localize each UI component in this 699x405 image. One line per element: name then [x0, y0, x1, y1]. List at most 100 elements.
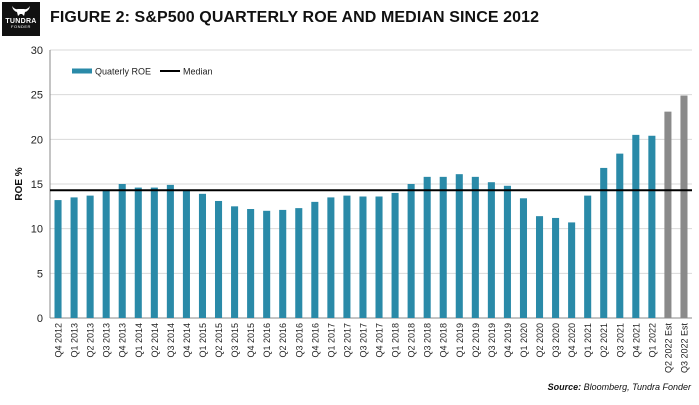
- x-tick-label: Q1 2013: [70, 323, 80, 358]
- source-note: Source: Bloomberg, Tundra Fonder: [548, 382, 691, 392]
- x-tick-label: Q3 2021: [615, 323, 625, 358]
- x-tick-label: Q2 2013: [86, 323, 96, 358]
- y-tick-label: 15: [31, 179, 43, 191]
- roe-bar: [295, 208, 303, 318]
- x-tick-label: Q3 2013: [102, 323, 112, 358]
- x-tick-label: Q4 2014: [182, 323, 192, 358]
- roe-bar: [471, 176, 479, 318]
- roe-bar: [407, 184, 415, 318]
- y-tick-label: 20: [31, 134, 43, 146]
- y-tick-label: 0: [37, 313, 43, 325]
- bull-icon: [12, 6, 30, 16]
- x-tick-label: Q4 2013: [118, 323, 128, 358]
- x-tick-label: Q2 2019: [471, 323, 481, 358]
- roe-bar: [375, 196, 383, 318]
- roe-bar: [70, 197, 78, 318]
- roe-bar: [359, 196, 367, 318]
- roe-bar: [391, 192, 399, 318]
- roe-bar: [552, 217, 560, 318]
- roe-bar: [455, 174, 463, 318]
- source-text: Bloomberg, Tundra Fonder: [583, 382, 691, 392]
- x-tick-label: Q1 2015: [198, 323, 208, 358]
- roe-bar: [118, 184, 126, 318]
- x-tick-label: Q2 2016: [278, 323, 288, 358]
- x-tick-label: Q1 2018: [391, 323, 401, 358]
- x-tick-label: Q3 2022 Est: [679, 323, 689, 374]
- x-tick-label: Q1 2020: [519, 323, 529, 358]
- chart-title: FIGURE 2: S&P500 QUARTERLY ROE AND MEDIA…: [50, 9, 540, 26]
- roe-bar: [214, 200, 223, 318]
- roe-bar: [600, 167, 608, 318]
- y-tick-label: 30: [31, 45, 43, 57]
- roe-bar: [150, 187, 158, 318]
- x-tick-label: Q2 2018: [407, 323, 417, 358]
- y-axis-title: ROE %: [14, 167, 25, 200]
- roe-bar: [487, 182, 495, 318]
- x-tick-label: Q3 2019: [487, 323, 497, 358]
- x-tick-label: Q3 2014: [166, 323, 176, 358]
- roe-bar: [616, 153, 624, 318]
- roe-bar: [535, 216, 544, 318]
- x-tick-label: Q2 2017: [342, 323, 352, 358]
- roe-bar: [519, 198, 528, 318]
- logo-name: TUNDRA: [5, 18, 37, 25]
- roe-bar: [327, 197, 335, 318]
- roe-bar: [584, 195, 592, 318]
- x-tick-label: Q4 2016: [310, 323, 320, 358]
- roe-bar: [503, 185, 511, 318]
- roe-bar: [166, 184, 174, 318]
- x-tick-label: Q1 2017: [326, 323, 336, 358]
- roe-bar: [664, 111, 672, 318]
- logo-sub: FONDER: [11, 24, 31, 29]
- x-tick-label: Q4 2019: [503, 323, 513, 358]
- roe-bar: [423, 176, 431, 318]
- y-tick-label: 5: [37, 268, 43, 280]
- x-tick-label: Q3 2020: [551, 323, 561, 358]
- tundra-logo: TUNDRA FONDER: [2, 2, 40, 36]
- roe-bar: [648, 135, 656, 318]
- x-tick-label: Q1 2014: [134, 323, 144, 358]
- roe-bar: [311, 201, 319, 318]
- x-tick-label: Q2 2021: [599, 323, 609, 358]
- x-tick-label: Q4 2015: [246, 323, 256, 358]
- roe-bar: [263, 210, 271, 318]
- roe-bar: [568, 222, 576, 318]
- x-tick-label: Q2 2014: [150, 323, 160, 358]
- x-tick-label: Q4 2018: [439, 323, 449, 358]
- roe-bar: [247, 209, 255, 318]
- roe-bar: [680, 95, 688, 318]
- x-tick-label: Q3 2018: [423, 323, 433, 358]
- y-tick-label: 10: [31, 224, 43, 236]
- x-tick-label: Q4 2020: [567, 323, 577, 358]
- roe-bar: [439, 176, 447, 318]
- x-tick-label: Q4 2017: [375, 323, 385, 358]
- x-tick-label: Q1 2019: [455, 323, 465, 358]
- x-tick-label: Q1 2021: [583, 323, 593, 358]
- x-tick-label: Q3 2016: [294, 323, 304, 358]
- legend-roe-label: Quaterly ROE: [95, 67, 151, 77]
- roe-bar: [279, 209, 287, 318]
- y-tick-label: 25: [31, 90, 43, 102]
- x-tick-label: Q1 2022: [647, 323, 657, 358]
- x-tick-label: Q4 2012: [54, 323, 64, 358]
- roe-bar: [632, 134, 640, 318]
- roe-bar: [54, 200, 62, 318]
- source-label: Source:: [547, 382, 582, 392]
- x-tick-label: Q2 2020: [535, 323, 545, 358]
- x-tick-label: Q4 2021: [631, 323, 641, 358]
- roe-bar: [198, 193, 207, 318]
- roe-bar: [102, 190, 110, 318]
- x-tick-label: Q1 2016: [262, 323, 272, 358]
- x-tick-label: Q2 2015: [214, 323, 224, 358]
- roe-bar: [231, 206, 239, 318]
- roe-bar: [86, 195, 94, 318]
- x-tick-label: Q2 2022 Est: [663, 323, 673, 374]
- legend-median-label: Median: [183, 67, 213, 77]
- roe-bar: [182, 190, 190, 318]
- roe-bar: [134, 187, 142, 318]
- roe-bar: [343, 195, 351, 318]
- x-tick-label: Q3 2015: [230, 323, 240, 358]
- x-tick-label: Q3 2017: [358, 323, 368, 358]
